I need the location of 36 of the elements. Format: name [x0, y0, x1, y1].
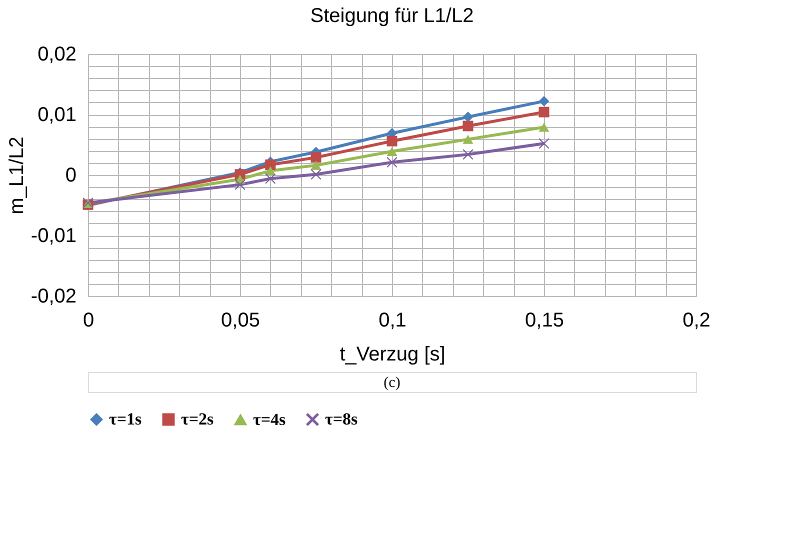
legend-label: τ=1s: [109, 410, 142, 429]
point: [265, 173, 276, 184]
point: [234, 179, 246, 190]
legend-label: τ=2s: [181, 410, 214, 429]
point: [538, 122, 550, 132]
x-tick-label: 0,05: [221, 310, 260, 332]
point: [462, 120, 474, 132]
y-tick-label: -0,02: [30, 286, 76, 308]
legend-label: τ=4s: [253, 410, 286, 429]
point: [310, 169, 322, 180]
point: [310, 152, 322, 163]
y-axis-title: m_L1/L2: [6, 136, 28, 214]
y-tick-label: 0,02: [38, 44, 76, 66]
point: [538, 138, 550, 149]
point: [462, 149, 474, 160]
legend-label: τ=8s: [325, 410, 358, 429]
point: [386, 157, 398, 168]
point: [265, 166, 276, 176]
x-axis-title: t_Verzug [s]: [340, 344, 446, 366]
point: [386, 136, 398, 146]
point: [462, 134, 474, 144]
chart-title: Steigung für L1/L2: [310, 5, 474, 27]
text: (c): [384, 375, 400, 391]
x-tick-label: 0,2: [682, 310, 710, 332]
point: [462, 112, 474, 122]
x-tick-label: 0,15: [525, 310, 564, 332]
point: [538, 96, 550, 106]
y-tick-label: 0: [65, 164, 76, 186]
point: [265, 159, 276, 170]
y-tick-label: -0,01: [30, 225, 76, 247]
point: [310, 160, 322, 170]
point: [538, 106, 550, 118]
x-tick-label: 0,1: [378, 310, 406, 332]
y-tick-label: 0,01: [38, 104, 76, 126]
point: [386, 146, 398, 156]
x-tick-label: 0: [82, 310, 94, 332]
